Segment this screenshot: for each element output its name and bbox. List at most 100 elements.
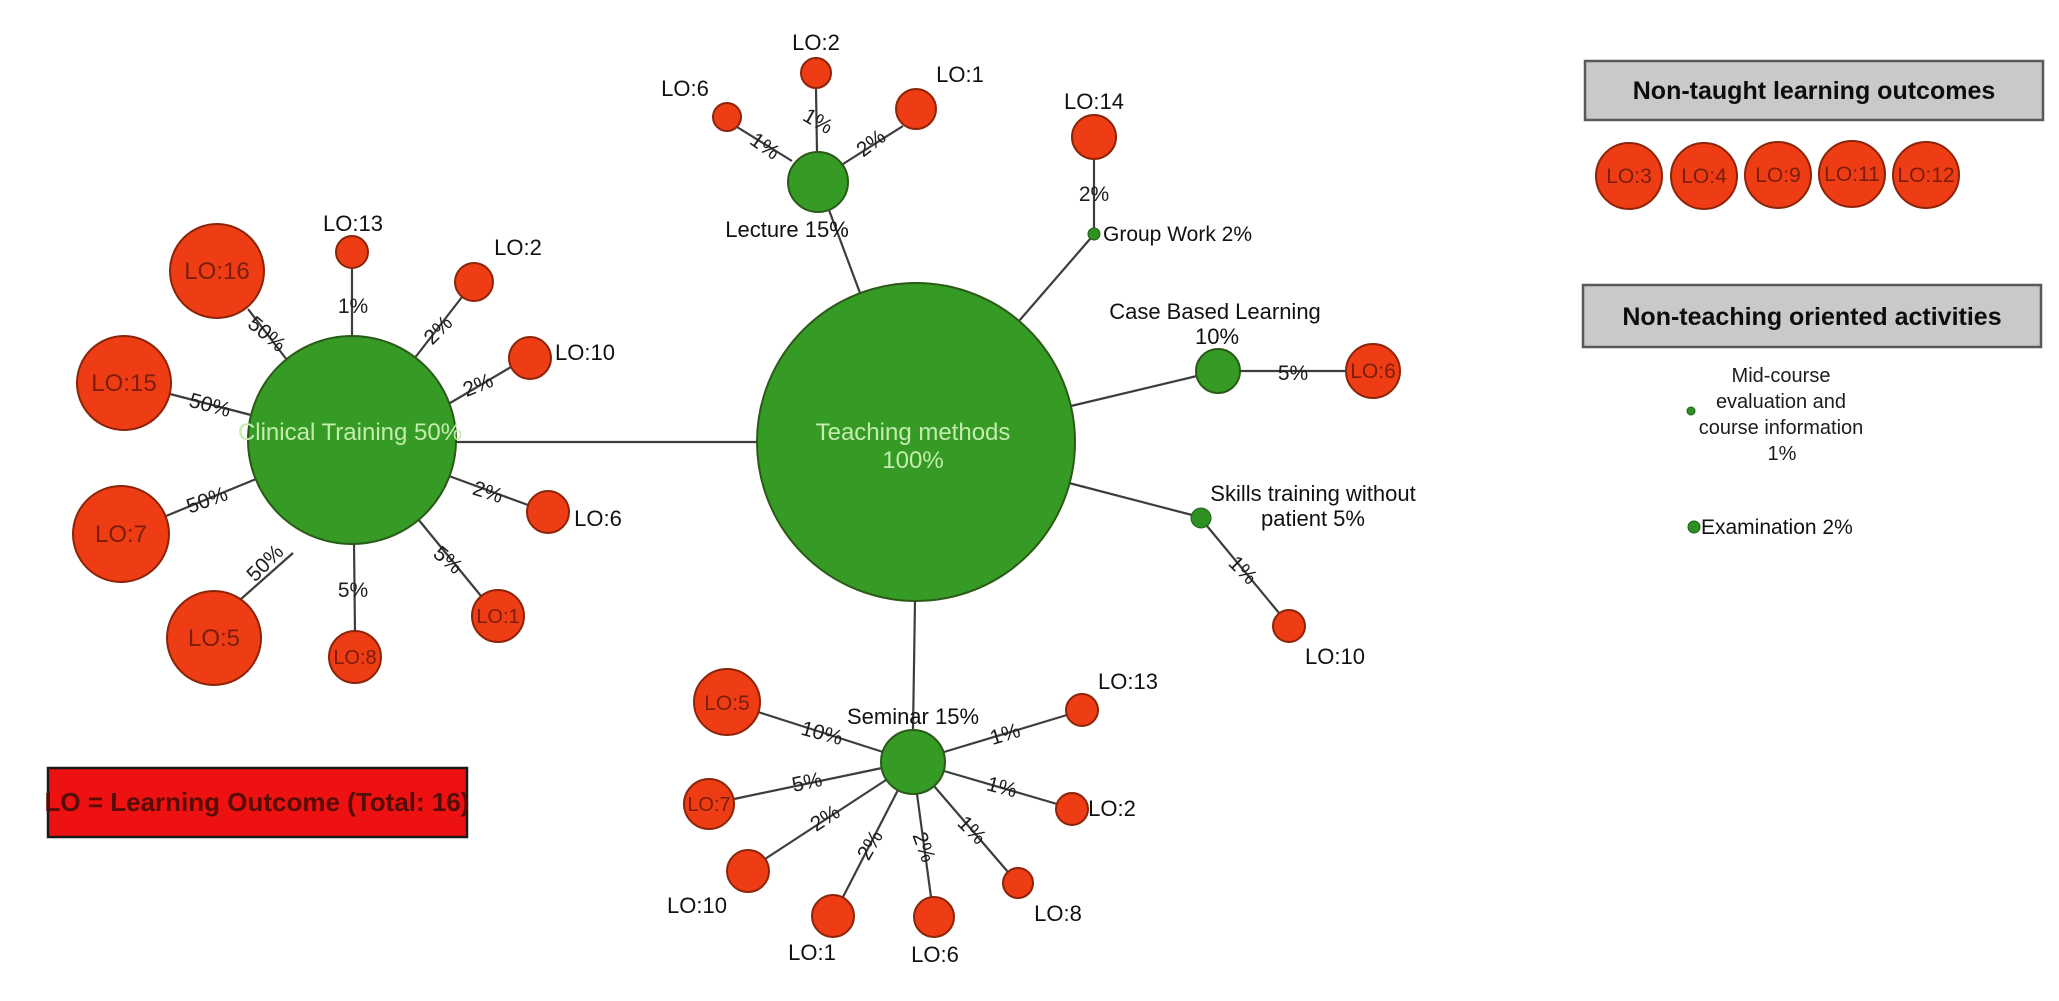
node-groupwork-lo14[interactable]: [1071, 114, 1117, 160]
node-group-work-dot[interactable]: [1087, 227, 1101, 241]
clinical-lo13-label: LO:13: [323, 211, 383, 236]
pct-clinical-lo6: 2%: [470, 477, 506, 508]
node-clinical-lo6[interactable]: [526, 490, 570, 534]
node-lecture-lo2[interactable]: [800, 57, 832, 89]
node-clinical-lo7[interactable]: [72, 485, 170, 583]
node-clinical-lo5[interactable]: [166, 590, 262, 686]
non-teaching-header-box: [1581, 283, 2043, 349]
pct-seminar-lo7: 5%: [790, 768, 824, 797]
teaching-methods-label-line1: Teaching methods: [816, 419, 1011, 446]
edge-seminar-lo13: [943, 713, 1068, 754]
node-teaching-methods[interactable]: [756, 282, 1076, 602]
edge-seminar-lo7: [733, 766, 883, 801]
skills-label-line2: patient 5%: [1261, 506, 1365, 531]
node-casebased-lo6[interactable]: [1345, 343, 1401, 399]
non-taught-header-box: [1583, 59, 2045, 122]
node-clinical-lo15[interactable]: [76, 335, 172, 431]
node-nontaught-lo12[interactable]: [1892, 141, 1960, 209]
node-nontaught-lo4[interactable]: [1670, 142, 1738, 210]
node-lecture-lo6[interactable]: [712, 102, 742, 132]
node-nontaught-lo9[interactable]: [1744, 141, 1812, 209]
node-examination-dot[interactable]: [1687, 520, 1701, 534]
seminar-lo1-label: LO:1: [788, 940, 836, 965]
node-seminar-lo10[interactable]: [726, 849, 770, 893]
pct-lecture-lo6: 1%: [746, 128, 784, 164]
node-nontaught-lo3[interactable]: [1595, 142, 1663, 210]
node-clinical-lo10[interactable]: [508, 336, 552, 380]
node-seminar-lo8[interactable]: [1002, 867, 1034, 899]
node-clinical-lo8[interactable]: [328, 630, 382, 684]
node-seminar-lo6[interactable]: [913, 896, 955, 938]
lecture-lo6-label: LO:6: [661, 76, 709, 101]
clinical-lo2-label: LO:2: [494, 235, 542, 260]
edge-clinical-lo7: [165, 477, 257, 518]
edge-seminar-lo6: [915, 793, 933, 898]
edge-clinical-lo15: [169, 392, 252, 417]
node-case-based-learning[interactable]: [1195, 348, 1241, 394]
pct-clinical-lo1: 5%: [429, 542, 467, 579]
clinical-lo16-label: LO:16: [184, 258, 249, 285]
case-based-label-line1: Case Based Learning: [1109, 299, 1321, 324]
legend-box: [46, 766, 469, 839]
node-lecture-lo1[interactable]: [895, 88, 937, 130]
seminar-lo8-label: LO:8: [1034, 901, 1082, 926]
node-nontaught-lo11[interactable]: [1818, 140, 1886, 208]
seminar-lo5-label: LO:5: [704, 692, 750, 715]
pct-clinical-lo8: 5%: [338, 579, 368, 602]
pct-casebased-lo6: 5%: [1278, 362, 1308, 385]
edge-seminar-lo2: [943, 769, 1058, 806]
node-clinical-lo13[interactable]: [335, 235, 369, 269]
edge-teaching-casebased: [1070, 374, 1198, 408]
clinical-lo7-label: LO:7: [95, 521, 147, 548]
pct-lecture-lo2: 1%: [799, 104, 837, 139]
edge-teaching-groupwork: [1018, 238, 1091, 322]
edge-lecture-lo6: [736, 126, 793, 162]
non-teaching-header-title: Non-teaching oriented activities: [1622, 303, 2001, 331]
pct-groupwork-lo14: 2%: [1079, 183, 1109, 206]
pct-clinical-lo7: 50%: [183, 482, 230, 518]
node-seminar-lo2[interactable]: [1055, 792, 1089, 826]
node-clinical-lo1[interactable]: [471, 589, 525, 643]
node-skills-lo10[interactable]: [1272, 609, 1306, 643]
node-clinical-lo2[interactable]: [454, 262, 494, 302]
seminar-lo13-label: LO:13: [1098, 669, 1158, 694]
node-seminar[interactable]: [880, 729, 946, 795]
edge-clinical-lo5: [240, 552, 294, 600]
pct-seminar-lo5: 10%: [799, 717, 846, 750]
midcourse-label-line2: evaluation and: [1716, 391, 1846, 413]
examination-label: Examination 2%: [1701, 516, 1853, 539]
nontaught-lo4-label: LO:4: [1681, 165, 1727, 188]
node-midcourse-dot[interactable]: [1686, 406, 1696, 416]
case-based-label-line2: 10%: [1195, 324, 1239, 349]
edge-clinical-lo8: [352, 542, 357, 633]
node-clinical-lo16[interactable]: [169, 223, 265, 319]
skills-label-line1: Skills training without: [1210, 481, 1415, 506]
edge-seminar-lo5: [757, 710, 884, 754]
seminar-lo6-label: LO:6: [911, 942, 959, 967]
node-seminar-lo5[interactable]: [693, 668, 761, 736]
nontaught-lo11-label: LO:11: [1824, 163, 1880, 186]
midcourse-label-line3: course information: [1699, 417, 1864, 439]
edge-clinical-lo10: [444, 366, 512, 407]
pct-seminar-lo13: 1%: [987, 719, 1023, 750]
clinical-lo15-label: LO:15: [91, 370, 156, 397]
edge-skills-lo10: [1206, 525, 1280, 614]
node-lecture[interactable]: [787, 151, 849, 213]
edge-seminar-lo8: [933, 785, 1009, 873]
node-seminar-lo1[interactable]: [811, 894, 855, 938]
node-seminar-lo7[interactable]: [683, 778, 735, 830]
pct-seminar-lo10: 2%: [806, 801, 844, 837]
lecture-lo1-label: LO:1: [936, 62, 984, 87]
casebased-lo6-label: LO:6: [1350, 360, 1396, 383]
nontaught-lo9-label: LO:9: [1755, 164, 1801, 187]
clinical-lo1-label: LO:1: [476, 606, 519, 628]
node-clinical-training[interactable]: [247, 335, 457, 545]
clinical-lo10-label: LO:10: [555, 340, 615, 365]
edges: [165, 88, 1346, 898]
node-seminar-lo13[interactable]: [1065, 693, 1099, 727]
pct-clinical-lo5: 50%: [242, 540, 288, 586]
edge-clinical-lo2: [413, 296, 463, 360]
node-skills-training-dot[interactable]: [1190, 507, 1212, 529]
pct-lecture-lo1: 2%: [852, 125, 890, 162]
non-taught-header-title: Non-taught learning outcomes: [1633, 77, 1996, 105]
